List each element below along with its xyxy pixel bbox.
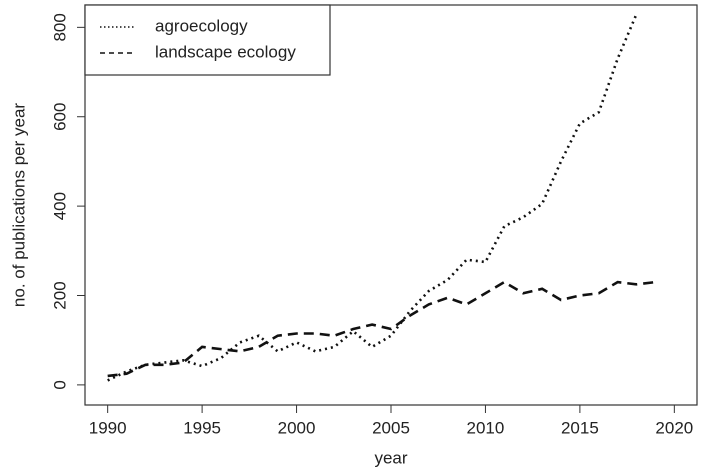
x-tick-label: 2015 bbox=[561, 418, 599, 437]
series-line bbox=[107, 13, 638, 382]
series-line bbox=[107, 280, 656, 378]
x-tick-label: 2020 bbox=[655, 418, 693, 437]
legend-box bbox=[84, 4, 331, 76]
legend-label: landscape ecology bbox=[155, 42, 296, 61]
x-tick-label: 2010 bbox=[467, 418, 505, 437]
y-tick-label: 800 bbox=[50, 13, 69, 41]
x-axis-label: year bbox=[374, 448, 407, 467]
y-tick-label: 0 bbox=[50, 380, 69, 389]
x-tick-label: 2000 bbox=[278, 418, 316, 437]
x-tick-label: 1995 bbox=[183, 418, 221, 437]
legend-label: agroecology bbox=[155, 16, 248, 35]
y-axis-label: no. of publications per year bbox=[9, 103, 28, 307]
y-tick-label: 600 bbox=[50, 103, 69, 131]
plot-area bbox=[107, 13, 656, 382]
y-tick-label: 200 bbox=[50, 281, 69, 309]
y-tick-label: 400 bbox=[50, 192, 69, 220]
x-tick-label: 2005 bbox=[372, 418, 410, 437]
x-tick-label: 1990 bbox=[89, 418, 127, 437]
